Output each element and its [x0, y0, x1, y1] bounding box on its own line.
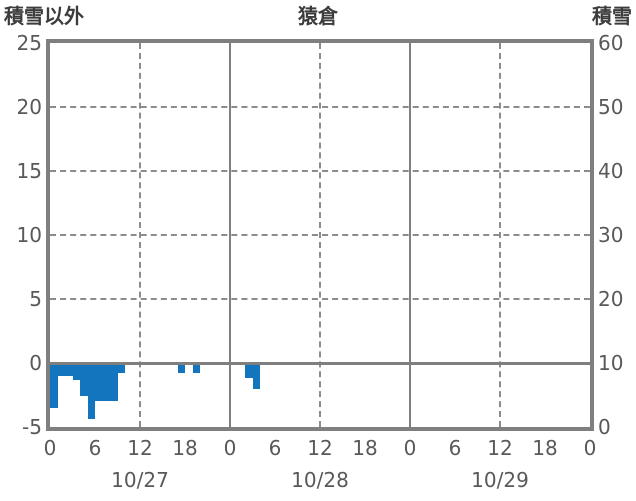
right-tick-label: 40 [598, 159, 624, 183]
left-tick-label: 25 [16, 31, 42, 55]
precipitation-bar [57, 363, 65, 376]
x-tick-label: 0 [43, 436, 57, 460]
date-label: 10/28 [291, 468, 349, 492]
precipitation-bar [87, 363, 95, 420]
right-tick-label: 0 [598, 415, 611, 439]
x-tick-label: 6 [268, 436, 282, 460]
right-tick-label: 60 [598, 31, 624, 55]
precipitation-bar [177, 363, 185, 374]
zero-line [50, 362, 590, 365]
date-label: 10/27 [111, 468, 169, 492]
x-tick-label: 18 [172, 436, 198, 460]
x-tick-label: 6 [448, 436, 462, 460]
precipitation-bar [110, 363, 118, 402]
gridline-vertical-day-boundary [229, 43, 231, 427]
left-tick-label: 20 [16, 95, 42, 119]
right-tick-label: 10 [598, 351, 624, 375]
plot-area [50, 43, 590, 427]
precipitation-bar [72, 363, 80, 380]
date-label: 10/29 [471, 468, 529, 492]
x-tick-label: 12 [127, 436, 153, 460]
precipitation-bar [245, 363, 253, 379]
right-tick-label: 50 [598, 95, 624, 119]
x-tick-label: 12 [487, 436, 513, 460]
precipitation-bar [252, 363, 260, 389]
gridline-vertical-noon [499, 43, 501, 427]
x-tick-label: 18 [352, 436, 378, 460]
gridline-vertical-noon [139, 43, 141, 427]
gridline-vertical-day-boundary [409, 43, 411, 427]
left-tick-label: 10 [16, 223, 42, 247]
left-tick-label: -5 [22, 415, 42, 439]
x-tick-label: 0 [403, 436, 417, 460]
precipitation-bar [102, 363, 110, 402]
precipitation-bar [80, 363, 88, 397]
precipitation-bar [65, 363, 73, 376]
left-axis-title: 積雪以外 [4, 4, 84, 28]
precipitation-bar [192, 363, 200, 374]
gridline-vertical-noon [319, 43, 321, 427]
left-tick-label: 15 [16, 159, 42, 183]
precipitation-bar [50, 363, 58, 408]
precipitation-bar [117, 363, 125, 374]
right-tick-label: 30 [598, 223, 624, 247]
right-axis-title: 積雪 [592, 4, 632, 28]
x-tick-label: 18 [532, 436, 558, 460]
left-tick-label: 0 [29, 351, 42, 375]
x-tick-label: 0 [583, 436, 597, 460]
station-title: 猿倉 [298, 4, 338, 28]
left-tick-label: 5 [29, 287, 42, 311]
right-tick-label: 20 [598, 287, 624, 311]
precipitation-bar [95, 363, 103, 402]
x-tick-label: 0 [223, 436, 237, 460]
x-tick-label: 6 [88, 436, 102, 460]
x-tick-label: 12 [307, 436, 333, 460]
